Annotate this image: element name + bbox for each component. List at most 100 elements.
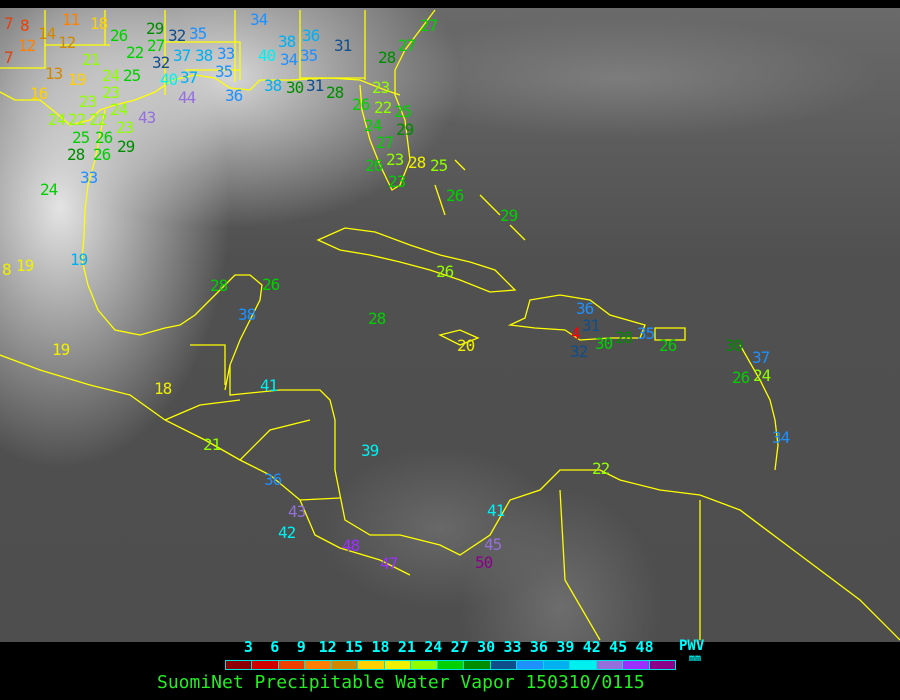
station-pwv-value: 42 bbox=[278, 523, 296, 542]
station-pwv-value: 38 bbox=[264, 76, 282, 95]
station-pwv-value: 23 bbox=[372, 78, 390, 97]
station-pwv-value: 26 bbox=[93, 145, 111, 164]
station-pwv-value: 23 bbox=[116, 118, 134, 137]
colorbar-tick-label: 36 bbox=[529, 638, 548, 656]
station-pwv-value: 25 bbox=[72, 128, 90, 147]
colorbar-cell bbox=[411, 661, 438, 669]
station-pwv-value: 25 bbox=[430, 156, 448, 175]
station-pwv-value: 28 bbox=[67, 145, 85, 164]
station-pwv-value: 27 bbox=[420, 16, 438, 35]
station-pwv-value: 22 bbox=[374, 98, 392, 117]
colorbar-tick-label: 24 bbox=[424, 638, 443, 656]
station-pwv-value: 37 bbox=[180, 68, 198, 87]
station-pwv-value: 11 bbox=[62, 10, 80, 29]
station-pwv-value: 37 bbox=[173, 46, 191, 65]
colorbar-tick-label: 33 bbox=[503, 638, 522, 656]
station-pwv-value: 29 bbox=[500, 206, 518, 225]
station-pwv-value: 36 bbox=[264, 470, 282, 489]
colorbar-cell bbox=[623, 661, 650, 669]
colorbar-tick-labels: 3 6 9 12 15 18 21 24 27 30 33 36 39 42 45 48 bbox=[0, 638, 900, 658]
station-pwv-value: 19 bbox=[16, 256, 34, 275]
puerto-rico-coast bbox=[654, 327, 686, 341]
colorbar-cell bbox=[437, 661, 465, 669]
station-pwv-value: 35 bbox=[300, 46, 318, 65]
station-pwv-value: 44 bbox=[178, 88, 196, 107]
station-pwv-value: 35 bbox=[189, 24, 207, 43]
station-pwv-value: 26 bbox=[365, 156, 383, 175]
station-pwv-value: 24 bbox=[753, 366, 771, 385]
station-pwv-value: 28 bbox=[408, 153, 426, 172]
station-pwv-value: 28 bbox=[368, 309, 386, 328]
station-pwv-value: 19 bbox=[52, 340, 70, 359]
station-pwv-value: 21 bbox=[82, 50, 100, 69]
station-pwv-value: 31 bbox=[334, 36, 352, 55]
station-pwv-value: 43 bbox=[288, 502, 306, 521]
bahamas bbox=[434, 159, 526, 241]
station-pwv-value: 47 bbox=[380, 554, 398, 573]
station-pwv-value: 26 bbox=[446, 186, 464, 205]
station-pwv-value: 33 bbox=[217, 44, 235, 63]
colorbar-tick-label: 15 bbox=[345, 638, 364, 656]
station-pwv-value: 40 bbox=[160, 70, 178, 89]
station-pwv-value: 32 bbox=[570, 342, 588, 361]
station-pwv-value: 36 bbox=[225, 86, 243, 105]
station-pwv-value: 41 bbox=[487, 501, 505, 520]
station-pwv-value: 35 bbox=[215, 62, 233, 81]
station-pwv-value: 18 bbox=[154, 379, 172, 398]
station-pwv-value: 28 bbox=[210, 276, 228, 295]
station-pwv-value: 13 bbox=[45, 64, 63, 83]
station-pwv-value: 7 bbox=[4, 14, 14, 33]
station-pwv-value: 26 bbox=[95, 128, 113, 147]
florida-coast bbox=[359, 9, 436, 191]
state-borders bbox=[0, 10, 366, 95]
colorbar-cell bbox=[226, 661, 253, 669]
station-pwv-value: 23 bbox=[386, 150, 404, 169]
station-pwv-value: 22 bbox=[89, 110, 107, 129]
colorbar-cell bbox=[384, 661, 412, 669]
station-pwv-value: 25 bbox=[394, 102, 412, 121]
station-pwv-value: 16 bbox=[30, 84, 48, 103]
hispaniola-coast bbox=[507, 294, 646, 341]
colorbar-tick-label: 3 bbox=[243, 638, 253, 656]
lesser-antilles bbox=[739, 344, 779, 471]
colorbar-cell bbox=[490, 661, 518, 669]
station-pwv-value: 24 bbox=[102, 66, 120, 85]
station-pwv-value: 43 bbox=[138, 108, 156, 127]
station-pwv-value: 30 bbox=[595, 334, 613, 353]
colorbar-unit: mm bbox=[689, 653, 702, 664]
station-pwv-value: 50 bbox=[475, 553, 493, 572]
country-borders bbox=[164, 344, 701, 641]
colorbar bbox=[225, 660, 676, 670]
colorbar-cell bbox=[517, 661, 544, 669]
colorbar-tick-label: 18 bbox=[371, 638, 390, 656]
texas-mexico-coast bbox=[81, 109, 263, 391]
station-pwv-value: 22 bbox=[592, 459, 610, 478]
station-pwv-value: 23 bbox=[102, 83, 120, 102]
station-pwv-value: 8 bbox=[20, 16, 30, 35]
colorbar-cell bbox=[252, 661, 279, 669]
station-pwv-value: 24 bbox=[48, 110, 66, 129]
station-pwv-value: 30 bbox=[725, 336, 743, 355]
colorbar-tick-label: 30 bbox=[477, 638, 496, 656]
product-title: SuomiNet Precipitable Water Vapor 150310… bbox=[157, 672, 645, 693]
station-pwv-value: 23 bbox=[388, 172, 406, 191]
colorbar-cell bbox=[331, 661, 359, 669]
colorbar-tick-label: 39 bbox=[556, 638, 575, 656]
station-pwv-value: 45 bbox=[484, 535, 502, 554]
station-pwv-value: 26 bbox=[436, 262, 454, 281]
station-pwv-value: 38 bbox=[195, 46, 213, 65]
colorbar-tick-label: 21 bbox=[397, 638, 416, 656]
station-pwv-value: 31 bbox=[582, 316, 600, 335]
gulf-coast-line bbox=[0, 74, 401, 126]
station-pwv-value: 27 bbox=[398, 36, 416, 55]
station-pwv-value: 19 bbox=[70, 250, 88, 269]
station-pwv-value: 12 bbox=[58, 33, 76, 52]
colorbar-tick-label: 6 bbox=[270, 638, 280, 656]
colorbar-cell bbox=[278, 661, 306, 669]
station-pwv-value: 39 bbox=[361, 441, 379, 460]
station-pwv-value: 29 bbox=[396, 120, 414, 139]
station-pwv-value: 25 bbox=[123, 66, 141, 85]
colorbar-tick-label: 42 bbox=[582, 638, 601, 656]
jamaica-coast bbox=[438, 329, 480, 346]
